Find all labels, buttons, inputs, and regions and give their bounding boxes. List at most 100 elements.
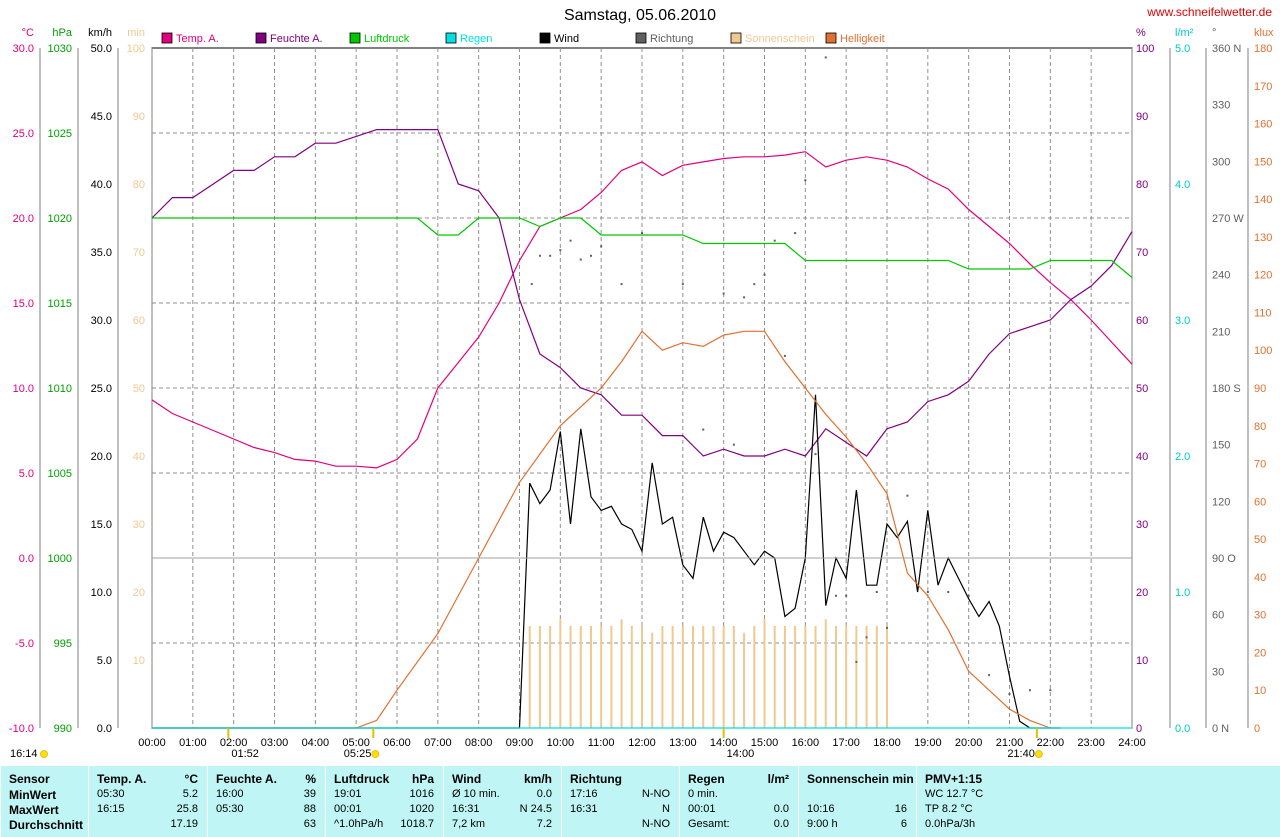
stats-cell-label: MinWert [9,788,57,802]
axis-tick-label: 30 [133,519,145,531]
axis-tick-label: 60 [1254,496,1266,508]
x-tick-label: 12:00 [628,737,656,749]
axis-tick-label: 10.0 [13,383,34,395]
axes: °C 30.0 25.0 20.0 15.0 10.0 5.0 0.0 -5.0 -10.0 hPa… [9,27,1274,749]
stats-column: Feuchte A.% 16:00 39 05:30 88 63 [207,766,326,837]
stats-cell-value: 1020 [409,803,434,815]
axis-unit-label: l/m² [1175,27,1194,39]
axis-tick-label: 140 [1254,194,1272,206]
axis-tick-label: 995 [54,638,72,650]
stats-cell-value: 0.0 [773,818,789,830]
legend-swatch [161,32,173,44]
direction-point [794,232,797,235]
stats-cell-value: N-NO [641,818,670,830]
stats-column: Wind km/h Ø 10 min. 0.0 16:31 N 24.5 7,2 km 7.2 [443,766,562,837]
axis-unit-label: % [1136,27,1146,39]
axis-tick-label: 40 [1136,451,1148,463]
direction-point [722,292,725,295]
sun-icon [371,750,380,758]
stats-cell-value: 16 [894,803,907,815]
stats-column: Luftdruck hPa 19:01 1016 00:01 1020 ^1.0hPa/h 1… [325,766,444,837]
axis-tick-label: 100 [1254,345,1272,357]
stats-column-unit: % [305,772,316,786]
x-tick-label: 07:00 [424,737,452,749]
axis-tick-label: 60 [1136,315,1148,327]
axis-unit-label: klux [1254,27,1274,39]
time-label: 16:14 [10,748,38,760]
axis-tick-label: 180 [1254,43,1272,55]
stats-cell-label: TP 8.2 °C [925,803,973,815]
axis-tick-label: 5.0 [1175,43,1190,55]
axis-tick-label: 70 [1136,247,1148,259]
stats-cell-value: 1018.7 [400,818,434,830]
direction-point [702,428,705,431]
x-tick-label: 23:00 [1077,737,1105,749]
axis-tick-label: 1005 [48,468,72,480]
marker-label: 05:25 [344,748,372,760]
stats-cell-label: 16:00 [216,788,244,800]
x-tick-label: 11:00 [588,737,615,749]
axis-tick-label: 45.0 [91,111,112,123]
x-tick-label: 09:00 [506,737,534,749]
chart-title: Samstag, 05.06.2010 [564,7,716,24]
stats-column-header: Wind [452,772,482,786]
stats-column-header: Regen [688,772,725,786]
axis-tick-label: -5.0 [15,638,34,650]
x-tick-label: 20:00 [955,737,983,749]
stats-cell-value: 5.2 [182,788,198,800]
x-tick-label: 14:00 [710,737,738,749]
axis-tick-label: 20 [1254,647,1266,659]
direction-point [530,283,533,286]
direction-point [926,591,929,593]
stats-cell-label: Gesamt: [688,818,730,830]
axis-tick-label: 5.0 [19,468,34,480]
axis-tick-label: 180 S [1212,383,1241,395]
axis-tick-label: 210 [1212,326,1230,338]
axis-tick-label: 110 [1254,307,1272,319]
axis-tick-label: 170 [1254,81,1272,93]
site-link[interactable]: www.schneifelwetter.de [1146,5,1272,19]
stats-cell-label: 9:00 h [807,818,838,830]
direction-point [620,283,623,286]
x-tick-label: 16:00 [792,737,820,749]
axis-tick-label: 10 [133,655,145,667]
stats-column-unit: hPa [411,772,434,786]
axis-tick-label: 80 [133,179,145,191]
stats-cell-label: 05:30 [216,803,244,815]
stats-cell-label: 17:16 [570,788,598,800]
direction-point [814,453,817,456]
x-tick-label: 17:00 [832,737,860,749]
axis-tick-label: 30 [1254,610,1266,622]
axis-tick-label: 150 [1254,156,1272,168]
stats-cell-value: 25.8 [176,803,198,815]
x-tick-label: 13:00 [669,737,697,749]
stats-column-header: Richtung [570,772,622,786]
axis-tick-label: 40 [1254,572,1266,584]
marker-label: 14:00 [727,748,755,760]
stats-cell-label: 00:01 [334,803,362,815]
axis-tick-label: 20 [1136,587,1148,599]
stats-column-unit: l/m² [767,772,789,786]
x-tick-label: 15:00 [751,737,779,749]
direction-point [845,594,848,597]
legend-label: Sonnenschein [745,33,815,45]
axis-tick-label: 70 [1254,459,1266,471]
time-markers: 01:52 05:25 14:00 21:40 16:14 [10,728,1043,760]
stats-cell-value: 7.2 [536,818,552,830]
axis-tick-label: -10.0 [9,723,34,735]
axis-tick-label: 20.0 [13,213,34,225]
axis-tick-label: 30.0 [91,315,112,327]
axis-tick-label: 100 [127,43,145,55]
stats-cell-label: MaxWert [9,803,59,817]
direction-point [732,443,735,446]
axis-tick-label: 0 N [1212,723,1229,735]
direction-point [1008,693,1011,695]
stats-cell-value: N 24.5 [519,803,552,815]
axis-tick-label: 90 [133,111,145,123]
x-tick-label: 00:00 [138,737,166,749]
stats-cell-value: 88 [303,803,316,815]
axis-tick-label: 1015 [48,298,72,310]
legend: Temp. A. Feuchte A. Luftdruck Regen Wind Rich… [161,32,885,45]
x-tick-label: 18:00 [873,737,901,749]
axis-tick-label: 1025 [48,128,72,140]
